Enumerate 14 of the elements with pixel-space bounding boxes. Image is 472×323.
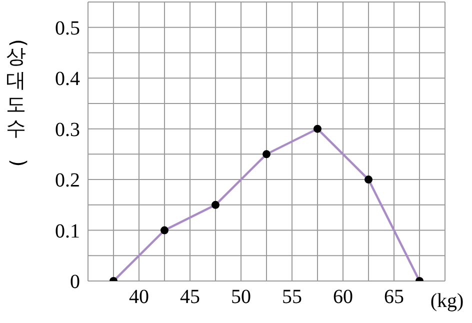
x-tick-label: 55 (282, 286, 302, 308)
x-tick-label: 45 (180, 286, 200, 308)
y-tick-label: 0 (70, 271, 80, 294)
x-tick-label: 40 (129, 286, 149, 308)
x-tick-label: 65 (384, 286, 404, 308)
x-tick-label: 50 (231, 286, 251, 308)
y-axis-title: (상대도수) (6, 39, 32, 167)
y-tick-label: 0.1 (55, 220, 80, 242)
x-tick-label: 60 (333, 286, 353, 308)
y-tick-label: 0.3 (55, 118, 80, 141)
y-tick-label: 0.5 (55, 17, 80, 40)
y-tick-label: 0.4 (55, 68, 80, 90)
y-tick-label: 0.2 (55, 170, 80, 192)
x-axis-title: (kg) (430, 290, 464, 312)
